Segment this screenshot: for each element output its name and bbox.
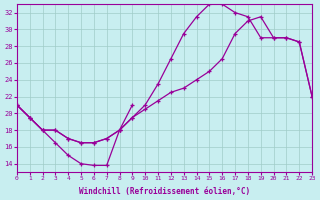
X-axis label: Windchill (Refroidissement éolien,°C): Windchill (Refroidissement éolien,°C) <box>79 187 250 196</box>
